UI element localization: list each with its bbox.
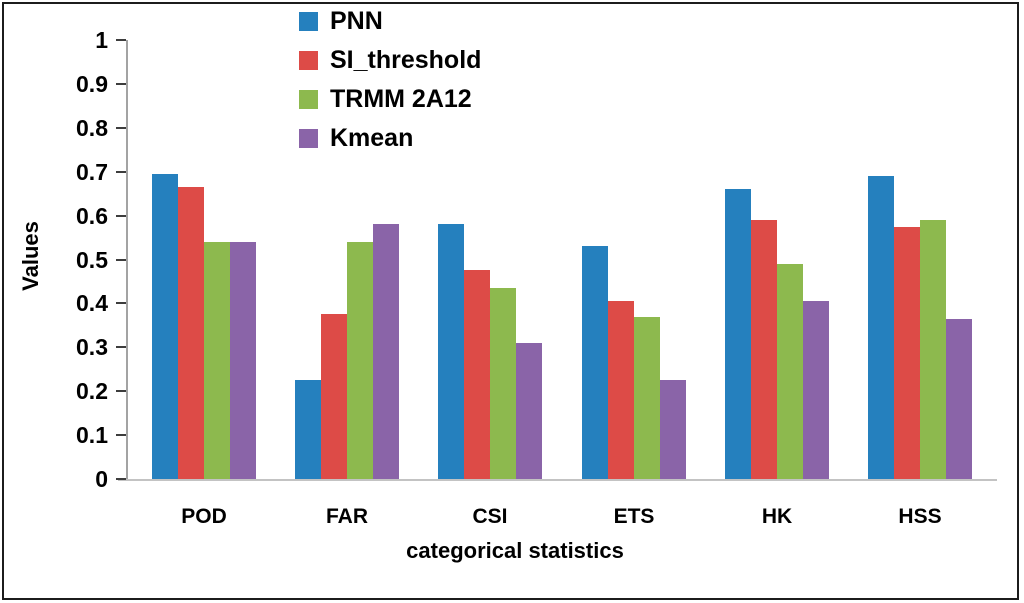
- legend-label: TRMM 2A12: [330, 84, 472, 113]
- legend-swatch-icon: [299, 50, 318, 70]
- bar-Kmean-HSS: [946, 319, 972, 479]
- y-tick-label: 0.8: [76, 114, 108, 141]
- y-tick-label: 0.9: [76, 70, 108, 97]
- legend: PNN SI_threshold TRMM 2A12 Kmean: [299, 6, 482, 152]
- bar-Kmean-FAR: [373, 224, 399, 479]
- y-tick-mark: [116, 258, 126, 261]
- legend-label: Kmean: [330, 123, 414, 152]
- legend-item: SI_threshold: [299, 45, 482, 74]
- y-tick-label: 0.3: [76, 334, 108, 361]
- bar-TRMM 2A12-FAR: [347, 242, 373, 479]
- legend-swatch-icon: [299, 89, 318, 109]
- bar-Kmean-HK: [803, 301, 829, 479]
- bar-SI_threshold-POD: [178, 187, 204, 479]
- bar-Kmean-CSI: [516, 343, 542, 479]
- y-tick-label: 0: [95, 466, 108, 492]
- y-tick-mark: [116, 82, 126, 85]
- bar-PNN-POD: [152, 174, 178, 479]
- x-category-label: CSI: [472, 505, 508, 528]
- y-tick-mark: [116, 434, 126, 437]
- bar-TRMM 2A12-POD: [204, 242, 230, 479]
- bar-SI_threshold-HK: [751, 220, 777, 479]
- y-tick-mark: [116, 170, 126, 173]
- y-tick-mark: [116, 39, 126, 41]
- bar-TRMM 2A12-HK: [777, 264, 803, 479]
- legend-label: PNN: [330, 6, 383, 35]
- x-category-label: ETS: [613, 505, 655, 528]
- y-tick-label: 0.2: [76, 378, 108, 405]
- bar-PNN-FAR: [295, 380, 321, 479]
- y-axis-line: [126, 40, 128, 481]
- legend-swatch-icon: [299, 128, 318, 148]
- x-category-label: HK: [761, 505, 793, 528]
- y-axis-title: Values: [18, 221, 43, 291]
- y-tick-label: 0.1: [76, 422, 108, 449]
- y-tick-mark: [116, 214, 126, 217]
- bar-TRMM 2A12-ETS: [634, 317, 660, 479]
- bar-TRMM 2A12-CSI: [490, 288, 516, 479]
- y-tick-label: 0.5: [76, 246, 108, 273]
- y-tick-label: 0.6: [76, 202, 108, 229]
- x-category-label: FAR: [326, 505, 368, 528]
- bar-PNN-HK: [725, 189, 751, 479]
- x-category-label: HSS: [898, 505, 942, 528]
- bar-SI_threshold-CSI: [464, 270, 490, 479]
- x-axis-title: categorical statistics: [406, 538, 624, 563]
- bar-PNN-ETS: [582, 246, 608, 479]
- legend-item: TRMM 2A12: [299, 84, 481, 113]
- bar-PNN-HSS: [868, 176, 894, 479]
- y-tick-mark: [116, 346, 126, 349]
- legend-swatch-icon: [299, 11, 318, 31]
- y-tick-mark: [116, 390, 126, 393]
- bar-TRMM 2A12-HSS: [920, 220, 946, 479]
- x-axis-line: [118, 479, 997, 481]
- legend-label: SI_threshold: [330, 45, 482, 74]
- y-tick-mark: [116, 126, 126, 129]
- legend-item: Kmean: [299, 123, 481, 152]
- bar-PNN-CSI: [438, 224, 464, 479]
- y-tick-label: 1: [95, 27, 108, 53]
- legend-item: PNN: [299, 6, 481, 35]
- bar-SI_threshold-ETS: [608, 301, 634, 479]
- bar-Kmean-ETS: [660, 380, 686, 479]
- bar-SI_threshold-FAR: [321, 314, 347, 479]
- bar-SI_threshold-HSS: [894, 227, 920, 479]
- y-tick-mark: [116, 478, 126, 480]
- bar-Kmean-POD: [230, 242, 256, 479]
- y-tick-label: 0.4: [76, 290, 108, 317]
- y-tick-mark: [116, 302, 126, 305]
- y-tick-label: 0.7: [76, 158, 108, 185]
- x-category-label: POD: [181, 505, 227, 528]
